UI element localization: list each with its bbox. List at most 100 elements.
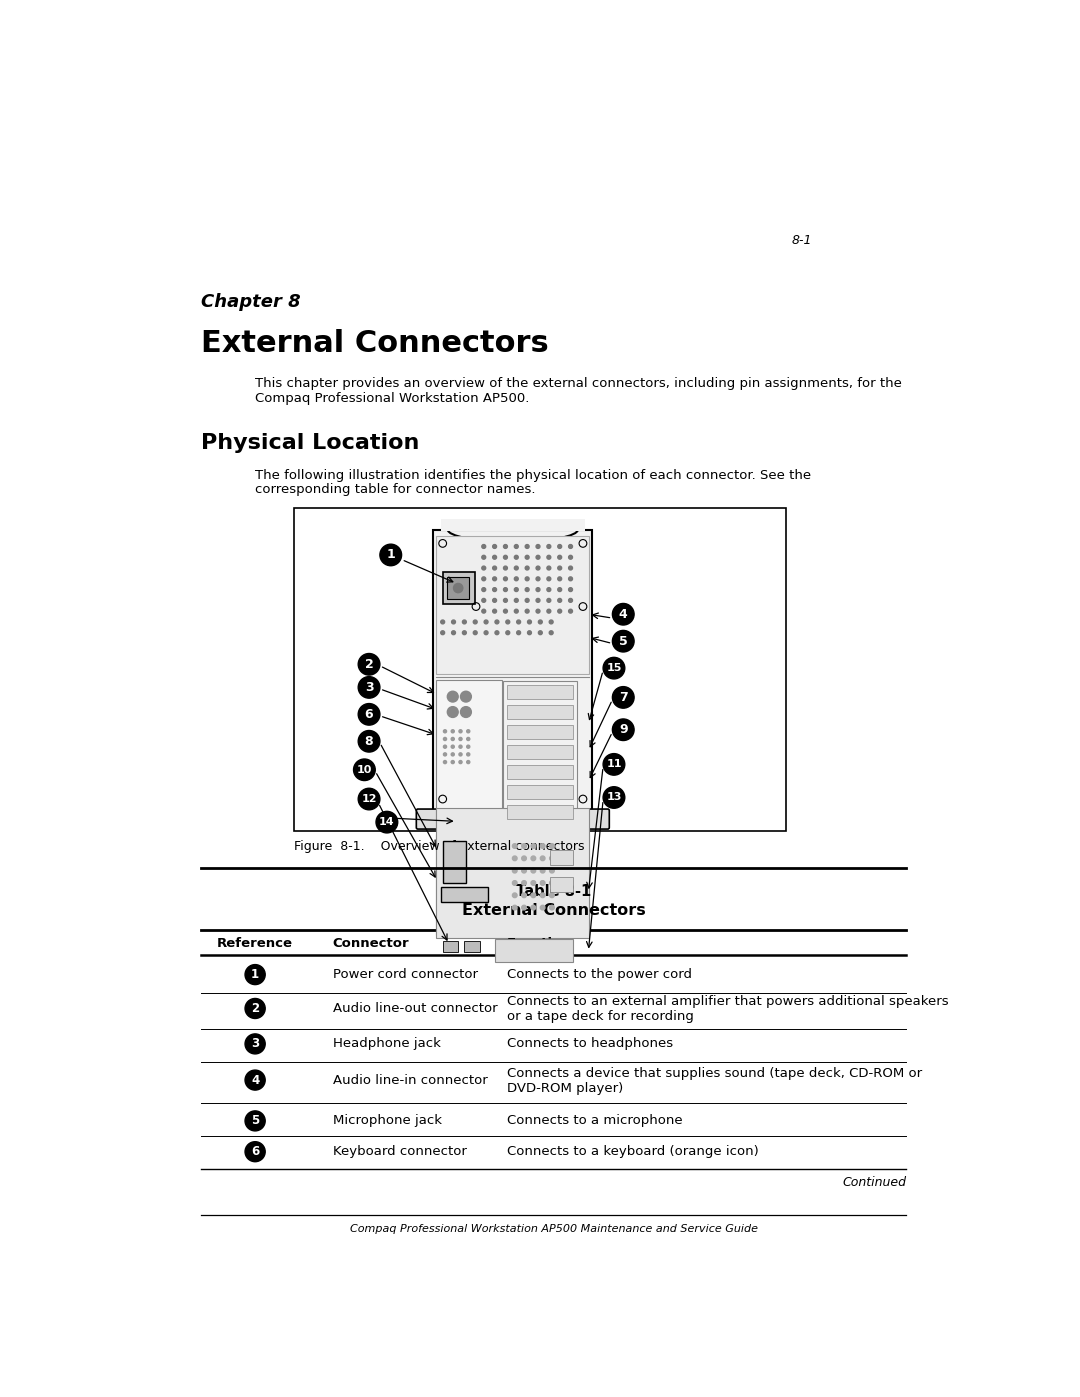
Circle shape bbox=[482, 598, 486, 602]
Circle shape bbox=[503, 588, 508, 591]
Circle shape bbox=[516, 631, 521, 634]
Circle shape bbox=[568, 577, 572, 581]
Circle shape bbox=[550, 620, 553, 624]
Circle shape bbox=[492, 588, 497, 591]
Circle shape bbox=[451, 729, 455, 733]
Circle shape bbox=[505, 620, 510, 624]
Circle shape bbox=[514, 588, 518, 591]
Circle shape bbox=[492, 556, 497, 559]
Circle shape bbox=[495, 620, 499, 624]
Circle shape bbox=[467, 738, 470, 740]
Circle shape bbox=[462, 620, 467, 624]
Circle shape bbox=[359, 704, 380, 725]
FancyBboxPatch shape bbox=[464, 942, 480, 953]
Circle shape bbox=[557, 566, 562, 570]
Circle shape bbox=[546, 556, 551, 559]
Circle shape bbox=[539, 620, 542, 624]
Circle shape bbox=[550, 893, 554, 898]
Circle shape bbox=[484, 631, 488, 634]
Circle shape bbox=[536, 566, 540, 570]
Circle shape bbox=[512, 880, 517, 886]
Circle shape bbox=[467, 753, 470, 756]
Circle shape bbox=[514, 556, 518, 559]
Circle shape bbox=[467, 760, 470, 764]
Circle shape bbox=[612, 719, 634, 740]
Text: External Connectors: External Connectors bbox=[461, 904, 646, 918]
Text: 1: 1 bbox=[251, 968, 259, 981]
Text: 1: 1 bbox=[387, 549, 395, 562]
Circle shape bbox=[503, 556, 508, 559]
Text: This chapter provides an overview of the external connectors, including pin assi: This chapter provides an overview of the… bbox=[255, 377, 902, 390]
Circle shape bbox=[546, 545, 551, 549]
Circle shape bbox=[603, 658, 625, 679]
Circle shape bbox=[522, 856, 526, 861]
Circle shape bbox=[540, 856, 545, 861]
Circle shape bbox=[245, 1034, 266, 1053]
Text: 2: 2 bbox=[251, 1002, 259, 1016]
Circle shape bbox=[380, 545, 402, 566]
Circle shape bbox=[451, 738, 455, 740]
Text: Connects a device that supplies sound (tape deck, CD-ROM or: Connects a device that supplies sound (t… bbox=[507, 1067, 922, 1080]
Circle shape bbox=[460, 707, 471, 718]
Circle shape bbox=[525, 577, 529, 581]
Circle shape bbox=[503, 598, 508, 602]
FancyBboxPatch shape bbox=[433, 529, 592, 810]
Circle shape bbox=[447, 692, 458, 703]
Circle shape bbox=[454, 584, 463, 592]
Text: DVD-ROM player): DVD-ROM player) bbox=[507, 1083, 623, 1095]
Circle shape bbox=[531, 880, 536, 886]
Circle shape bbox=[492, 566, 497, 570]
Circle shape bbox=[540, 869, 545, 873]
Text: 5: 5 bbox=[251, 1115, 259, 1127]
Circle shape bbox=[359, 788, 380, 810]
Circle shape bbox=[467, 729, 470, 733]
FancyBboxPatch shape bbox=[447, 577, 469, 599]
Text: Connects to a keyboard (orange icon): Connects to a keyboard (orange icon) bbox=[507, 1146, 759, 1158]
Circle shape bbox=[444, 738, 446, 740]
Circle shape bbox=[568, 556, 572, 559]
Circle shape bbox=[612, 604, 634, 624]
FancyBboxPatch shape bbox=[507, 785, 572, 799]
Circle shape bbox=[512, 893, 517, 898]
Circle shape bbox=[550, 905, 554, 909]
Text: Microphone jack: Microphone jack bbox=[333, 1115, 442, 1127]
Text: 12: 12 bbox=[362, 793, 377, 805]
Circle shape bbox=[473, 620, 477, 624]
Text: 9: 9 bbox=[619, 724, 627, 736]
Circle shape bbox=[444, 729, 446, 733]
Circle shape bbox=[536, 577, 540, 581]
Text: Chapter 8: Chapter 8 bbox=[201, 293, 300, 312]
Circle shape bbox=[546, 566, 551, 570]
Text: Compaq Professional Workstation AP500.: Compaq Professional Workstation AP500. bbox=[255, 393, 529, 405]
FancyBboxPatch shape bbox=[441, 518, 584, 531]
Circle shape bbox=[522, 869, 526, 873]
FancyBboxPatch shape bbox=[441, 887, 488, 902]
Circle shape bbox=[503, 545, 508, 549]
FancyBboxPatch shape bbox=[507, 745, 572, 759]
Text: corresponding table for connector names.: corresponding table for connector names. bbox=[255, 483, 536, 496]
Circle shape bbox=[522, 880, 526, 886]
Circle shape bbox=[492, 545, 497, 549]
FancyBboxPatch shape bbox=[443, 841, 465, 883]
Circle shape bbox=[444, 745, 446, 749]
Circle shape bbox=[557, 577, 562, 581]
FancyBboxPatch shape bbox=[550, 849, 572, 865]
Text: Connects to an external amplifier that powers additional speakers: Connects to an external amplifier that p… bbox=[507, 995, 948, 1009]
Circle shape bbox=[603, 787, 625, 809]
FancyBboxPatch shape bbox=[550, 877, 572, 893]
Circle shape bbox=[514, 598, 518, 602]
Circle shape bbox=[540, 880, 545, 886]
Text: 8-1: 8-1 bbox=[792, 235, 812, 247]
FancyBboxPatch shape bbox=[436, 535, 590, 675]
Circle shape bbox=[527, 620, 531, 624]
Text: 7: 7 bbox=[619, 692, 627, 704]
Circle shape bbox=[531, 856, 536, 861]
Circle shape bbox=[540, 844, 545, 848]
FancyBboxPatch shape bbox=[507, 725, 572, 739]
Text: Figure  8-1.    Overview of external connectors: Figure 8-1. Overview of external connect… bbox=[294, 840, 584, 854]
Circle shape bbox=[441, 620, 445, 624]
Circle shape bbox=[568, 598, 572, 602]
Circle shape bbox=[245, 1141, 266, 1162]
Circle shape bbox=[451, 760, 455, 764]
Text: Connects to a microphone: Connects to a microphone bbox=[507, 1115, 683, 1127]
